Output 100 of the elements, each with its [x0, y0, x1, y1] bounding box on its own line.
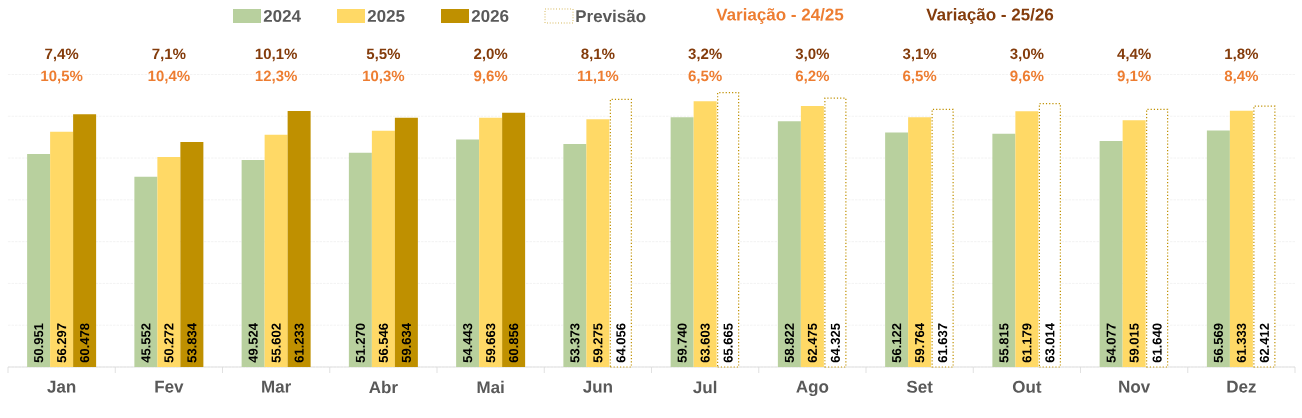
bar: [693, 101, 717, 367]
bar: [1099, 141, 1123, 367]
legend-label: 2026: [471, 9, 509, 23]
data-label: 62.412: [1259, 323, 1269, 363]
bar: [824, 97, 847, 368]
bar: [73, 114, 97, 367]
x-tick-label: Jul: [693, 380, 717, 394]
data-label: 65.665: [723, 323, 733, 363]
legend-label: 2024: [263, 9, 301, 23]
bar: [264, 134, 288, 367]
bar: [931, 108, 954, 368]
data-label: 60.478: [80, 323, 90, 363]
text: 10,3%: [363, 70, 405, 84]
data-label: 49.524: [248, 323, 258, 363]
text: 6,2%: [795, 70, 830, 84]
data-label: 59.015: [1129, 323, 1139, 363]
bar: [241, 160, 265, 367]
text: 8,1%: [581, 48, 615, 62]
text: Variação - 24/25: [716, 8, 844, 24]
bar: [1146, 108, 1169, 368]
text: 1,8%: [1225, 48, 1259, 62]
data-label: 56.546: [378, 323, 388, 363]
bar: [563, 143, 587, 367]
bar: [1038, 103, 1061, 368]
text: 7,1%: [152, 48, 186, 62]
x-tick-label: Abr: [369, 380, 398, 394]
text: 5,5%: [366, 48, 401, 62]
text: 6,5%: [688, 70, 722, 84]
x-tick-label: Mar: [262, 380, 291, 393]
bar: [992, 133, 1016, 367]
bar: [287, 111, 311, 367]
data-label: 61.333: [1236, 323, 1246, 363]
bar: [1229, 110, 1253, 367]
bar: [1122, 120, 1146, 367]
bar: [50, 131, 74, 367]
data-label: 55.602: [271, 323, 281, 363]
data-label: 64.056: [616, 323, 626, 363]
text: Variação - 25/26: [926, 8, 1054, 24]
x-tick-label: Jan: [47, 380, 76, 393]
data-label: 59.634: [401, 323, 411, 363]
data-label: 59.740: [677, 323, 687, 363]
bar: [1206, 130, 1230, 367]
bar: [502, 112, 526, 367]
data-label: 51.270: [355, 323, 365, 363]
bar: [609, 98, 632, 368]
x-tick-label: Dez: [1227, 380, 1256, 393]
data-label: 61.640: [1152, 323, 1162, 363]
legend-label: Previsão: [576, 9, 646, 23]
x-tick-label: Ago: [796, 380, 829, 397]
data-label: 64.325: [830, 323, 840, 363]
text: 6,5%: [903, 70, 937, 84]
data-label: 56.297: [57, 323, 67, 363]
bar: [908, 117, 932, 367]
data-label: 63.014: [1045, 323, 1055, 363]
x-tick-label: Fev: [155, 380, 184, 393]
x-tick-label: Jun: [583, 380, 612, 393]
text: 4,4%: [1117, 48, 1151, 62]
legend-label: 2025: [367, 9, 405, 23]
data-label: 55.815: [999, 323, 1009, 363]
text: 11,1%: [577, 70, 619, 84]
text: 9,1%: [1117, 70, 1151, 84]
text: 3,1%: [902, 48, 937, 62]
data-label: 53.834: [187, 323, 197, 363]
bar: [1253, 105, 1276, 368]
bar: [479, 117, 503, 367]
data-label: 59.764: [915, 323, 925, 363]
bar: [777, 121, 801, 367]
bar: [157, 156, 181, 367]
text: 3,0%: [1010, 48, 1044, 62]
x-tick-label: Out: [1012, 380, 1042, 393]
bar: [27, 154, 51, 367]
data-label: 61.179: [1022, 323, 1032, 363]
bar: [456, 139, 480, 367]
x-tick-label: Set: [906, 380, 933, 393]
bar: [371, 130, 395, 367]
bar: [1015, 111, 1039, 367]
bar: [670, 117, 694, 367]
bar: [134, 176, 158, 367]
data-label: 61.637: [938, 323, 948, 363]
data-label: 54.077: [1106, 323, 1116, 363]
text: 10,5%: [41, 70, 83, 84]
bar: [800, 105, 824, 367]
bar: [394, 117, 418, 367]
text: 10,4%: [148, 70, 190, 84]
x-tick-label: Nov: [1119, 380, 1151, 393]
text: 9,6%: [474, 70, 508, 84]
text: 3,2%: [688, 48, 722, 62]
data-label: 53.373: [570, 323, 580, 363]
data-label: 56.122: [892, 323, 902, 363]
data-label: 60.856: [509, 323, 519, 363]
data-label: 59.275: [593, 323, 603, 363]
bar: [180, 142, 204, 367]
text: 3,0%: [795, 48, 830, 62]
text: 12,3%: [255, 70, 297, 84]
bar: [586, 119, 610, 367]
data-label: 50.272: [164, 323, 174, 363]
data-label: 54.443: [463, 323, 473, 363]
data-label: 62.475: [807, 323, 817, 363]
data-label: 45.552: [141, 323, 151, 363]
data-label: 58.822: [784, 323, 794, 363]
